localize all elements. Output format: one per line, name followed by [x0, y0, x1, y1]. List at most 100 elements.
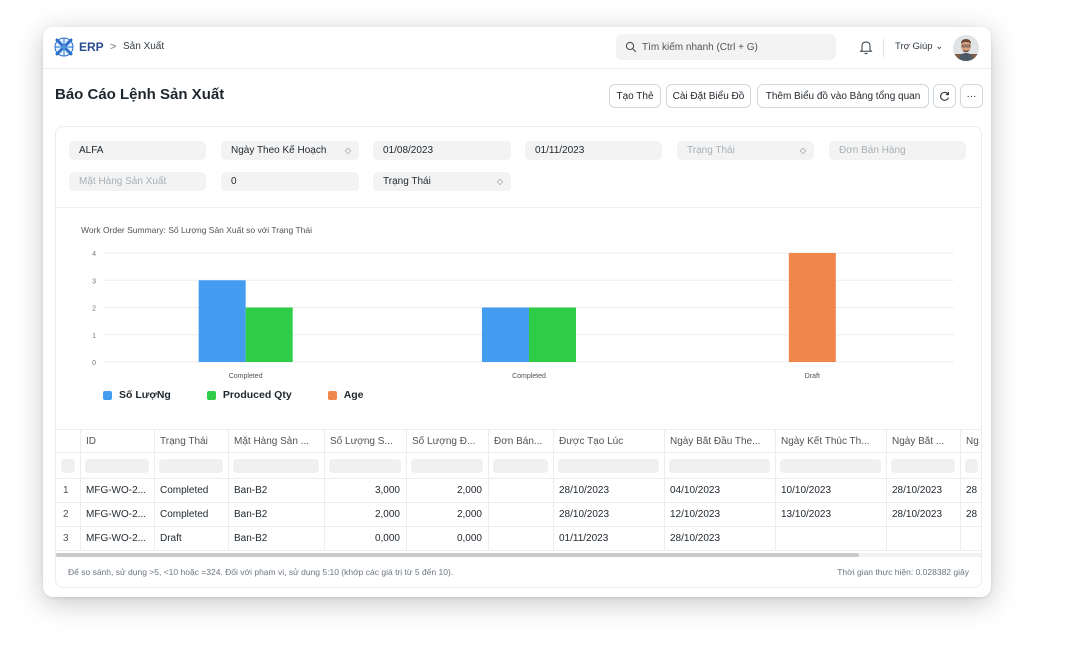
- breadcrumb-manufacturing[interactable]: Sản Xuất: [123, 41, 165, 52]
- bar-1-0[interactable]: [245, 307, 293, 363]
- bar-0-0[interactable]: [198, 280, 246, 362]
- refresh-button[interactable]: [933, 84, 956, 108]
- company-filter[interactable]: ALFA: [69, 141, 206, 160]
- bell-icon[interactable]: [859, 39, 873, 55]
- filter-help-note: Để so sánh, sử dụng >5, <10 hoặc =324. Đ…: [68, 567, 454, 577]
- legend-item[interactable]: Số LượNg: [103, 389, 171, 401]
- table-cell: 2,000: [374, 509, 400, 520]
- y-tick-label: 0: [92, 360, 96, 367]
- x-tick-label: Completed: [512, 373, 546, 380]
- column-filter-input[interactable]: [159, 459, 223, 473]
- column-header[interactable]: Mặt Hàng Sản ...: [234, 436, 310, 447]
- execution-time: Thời gian thực hiện: 0.028382 giây: [837, 567, 969, 577]
- horizontal-scrollbar[interactable]: [56, 553, 981, 557]
- column-header[interactable]: Số Lượng S...: [330, 436, 393, 447]
- table-header-row: ID Trạng Thái Mặt Hàng Sản ... Số Lượng S..…: [56, 429, 981, 453]
- column-divider: [80, 429, 81, 551]
- column-divider: [228, 429, 229, 551]
- erp-logo-icon[interactable]: [54, 37, 74, 57]
- x-tick-label: Completed: [229, 373, 263, 380]
- add-chart-to-dashboard-button[interactable]: Thêm Biểu đồ vào Bảng tổng quan: [757, 84, 929, 108]
- bar-chart: 0 1 2 3 4 Completed Completed Draft: [92, 251, 954, 380]
- x-tick-label: Draft: [805, 373, 820, 380]
- column-header[interactable]: Ngày Bắt Đầu The...: [670, 436, 761, 447]
- scrollbar-thumb[interactable]: [56, 553, 859, 557]
- column-divider: [775, 429, 776, 551]
- table-cell: 28/10/2023: [559, 485, 610, 496]
- column-header[interactable]: ID: [86, 436, 96, 447]
- chart-settings-button[interactable]: Cài Đặt Biểu Đồ: [666, 84, 751, 108]
- column-header[interactable]: Được Tạo Lúc: [559, 436, 624, 447]
- table-cell: 13/10/2023: [781, 509, 832, 520]
- page-title: Báo Cáo Lệnh Sản Xuất: [55, 86, 225, 103]
- column-divider: [664, 429, 665, 551]
- table-cell: Draft: [160, 533, 182, 544]
- table-filter-row: [56, 453, 981, 479]
- brand-name[interactable]: ERP: [79, 40, 104, 54]
- more-options-button[interactable]: ···: [960, 84, 983, 108]
- sales-order-filter[interactable]: Đơn Bán Hàng: [829, 141, 966, 160]
- column-filter-input[interactable]: [233, 459, 319, 473]
- age-filter[interactable]: 0: [221, 172, 359, 191]
- table-cell: MFG-WO-2...: [86, 509, 146, 520]
- table-row[interactable]: 2 MFG-WO-2... Completed Ban-B2 2,000 2,000 28/…: [56, 503, 981, 527]
- column-filter-input[interactable]: [329, 459, 401, 473]
- production-item-filter[interactable]: Mặt Hàng Sản Xuất: [69, 172, 206, 191]
- column-filter-input[interactable]: [493, 459, 548, 473]
- help-dropdown[interactable]: Trợ Giúp ⌄: [895, 41, 944, 52]
- legend-item[interactable]: Age: [327, 389, 364, 401]
- select-caret-icon: ◇: [496, 177, 503, 186]
- status-filter[interactable]: Trạng Thái ◇: [677, 141, 814, 160]
- charts-based-on-value: Trạng Thái: [383, 176, 431, 187]
- column-header[interactable]: Ngày Bắt ...: [892, 436, 945, 447]
- chart-title: Work Order Summary: Số Lượng Sản Xuất so…: [81, 225, 313, 235]
- table-cell: 12/10/2023: [670, 509, 721, 520]
- from-date-filter[interactable]: 01/08/2023: [373, 141, 511, 160]
- column-filter-input[interactable]: [891, 459, 955, 473]
- table-cell: 0,000: [374, 533, 400, 544]
- legend-swatch: [206, 390, 216, 400]
- to-date-filter[interactable]: 01/11/2023: [525, 141, 662, 160]
- y-tick-label: 2: [92, 306, 96, 313]
- select-caret-icon: ◇: [344, 146, 351, 155]
- column-divider: [324, 429, 325, 551]
- column-header[interactable]: Trạng Thái: [160, 436, 208, 447]
- table-cell: Ban-B2: [234, 533, 268, 544]
- table-cell: 2,000: [456, 509, 482, 520]
- column-header[interactable]: Đơn Bán...: [494, 436, 543, 447]
- table-cell: Completed: [160, 485, 209, 496]
- legend-item[interactable]: Produced Qty: [206, 389, 292, 401]
- create-card-button[interactable]: Tạo Thẻ: [609, 84, 661, 108]
- table-row[interactable]: 1 MFG-WO-2... Completed Ban-B2 3,000 2,000 28/…: [56, 479, 981, 503]
- column-filter-input[interactable]: [669, 459, 770, 473]
- column-divider: [553, 429, 554, 551]
- column-divider: [406, 429, 407, 551]
- column-header[interactable]: Ng: [966, 436, 979, 447]
- column-divider: [886, 429, 887, 551]
- status-placeholder: Trạng Thái: [687, 145, 735, 156]
- column-filter-input[interactable]: [780, 459, 881, 473]
- column-header[interactable]: Ngày Kết Thúc Th...: [781, 436, 870, 447]
- column-header[interactable]: Số Lượng Đ...: [412, 436, 476, 447]
- table-cell: 10/10/2023: [781, 485, 832, 496]
- legend-label: Age: [343, 389, 364, 401]
- table-row[interactable]: 3 MFG-WO-2... Draft Ban-B2 0,000 0,000 01/11/2…: [56, 527, 981, 551]
- bar-0-1[interactable]: [482, 307, 529, 363]
- table-cell: 04/10/2023: [670, 485, 721, 496]
- legend-label: Số LượNg: [119, 389, 171, 401]
- user-avatar[interactable]: [953, 35, 979, 61]
- bar-2-2[interactable]: [788, 253, 836, 362]
- column-filter-input[interactable]: [411, 459, 483, 473]
- search-icon: [625, 41, 637, 53]
- table-cell: Completed: [160, 509, 209, 520]
- table-cell: 28/10/2023: [892, 509, 943, 520]
- search-bar[interactable]: [616, 34, 836, 60]
- bar-1-1[interactable]: [529, 307, 576, 363]
- based-on-filter[interactable]: Ngày Theo Kế Hoạch ◇: [221, 141, 359, 160]
- column-filter-input[interactable]: [965, 459, 978, 473]
- column-filter-input[interactable]: [61, 459, 75, 473]
- column-filter-input[interactable]: [558, 459, 659, 473]
- search-input[interactable]: [642, 38, 832, 56]
- charts-based-on-filter[interactable]: Trạng Thái ◇: [373, 172, 511, 191]
- column-filter-input[interactable]: [85, 459, 149, 473]
